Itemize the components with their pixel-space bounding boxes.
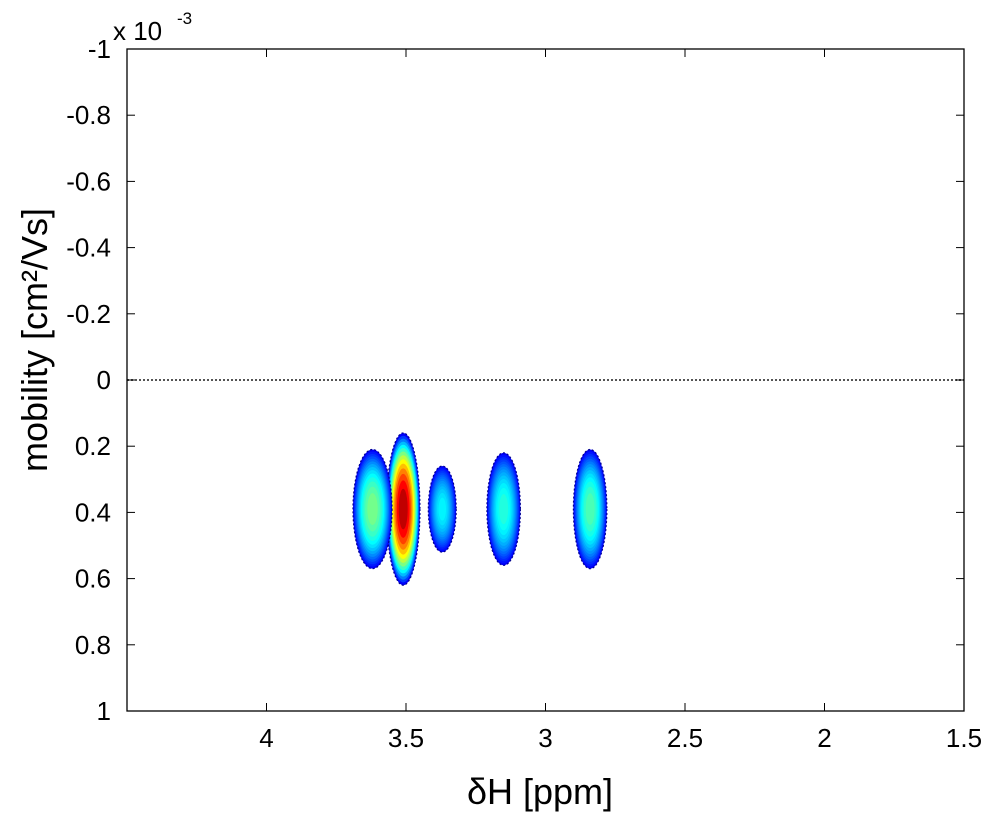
contour-peak [486,452,521,566]
x-tick-label: 3.5 [388,723,424,753]
x-tick-label: 1.5 [946,723,982,753]
contour-peak [385,432,421,586]
y-axis-title: mobility [cm²/Vs] [14,208,55,472]
y-tick-label: -0.4 [66,233,111,263]
x-tick-label: 2.5 [667,723,703,753]
y-axis-exponent-base: x 10 [113,16,162,46]
x-tick-label: 2 [817,723,831,753]
y-tick-label: 0.4 [75,497,111,527]
y-tick-label: 1 [97,696,111,726]
contour-level [438,497,446,521]
contour-level [398,488,408,530]
y-tick-label: -1 [88,34,111,64]
y-tick-label: -0.2 [66,299,111,329]
y-tick-label: 0.6 [75,564,111,594]
contour-layer [352,432,608,586]
contour-peak [427,465,457,553]
y-tick-label: 0 [97,365,111,395]
y-axis-ticks: -1 -0.8 -0.6 -0.4 -0.2 0 0.2 0.4 0.6 0.8 1 [66,34,964,726]
contour-level [585,493,595,526]
y-tick-label: -0.8 [66,100,111,130]
x-tick-label: 3 [538,723,552,753]
contour-level [367,493,378,526]
y-axis-exponent-power: -3 [177,9,192,28]
y-tick-label: -0.6 [66,166,111,196]
contour-peak [352,448,393,570]
contour-level [499,494,509,525]
x-axis-title: δH [ppm] [467,771,613,812]
contour-peak [572,448,608,570]
y-tick-label: 0.8 [75,630,111,660]
x-axis-ticks: 4 3.5 3 2.5 2 1.5 [259,49,982,753]
x-tick-label: 4 [259,723,273,753]
y-tick-label: 0.2 [75,431,111,461]
